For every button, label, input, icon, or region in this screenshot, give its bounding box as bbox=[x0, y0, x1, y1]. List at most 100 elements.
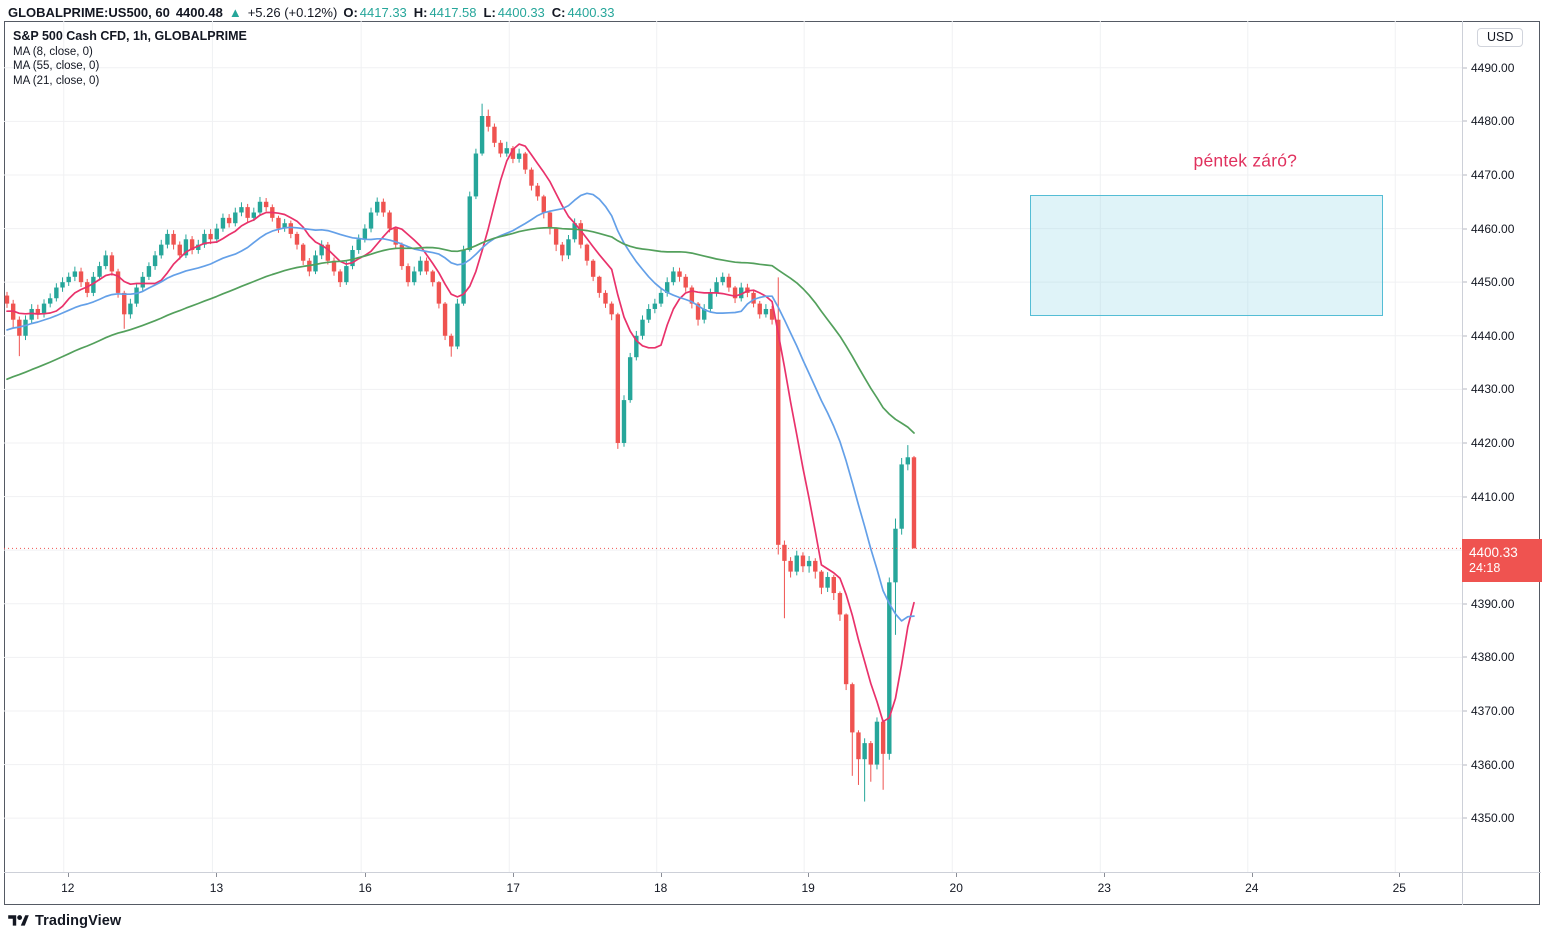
price-tick-mark bbox=[1463, 710, 1467, 712]
candle-body bbox=[424, 260, 429, 272]
candle-body bbox=[214, 228, 219, 240]
text-annotation[interactable]: péntek záró? bbox=[1193, 150, 1298, 171]
candle-body bbox=[381, 201, 386, 213]
currency-button[interactable]: USD bbox=[1477, 28, 1524, 47]
candle-body bbox=[288, 223, 294, 234]
price-tick-mark bbox=[1463, 817, 1467, 819]
candle-body bbox=[276, 217, 281, 229]
tradingview-logo-icon bbox=[8, 915, 29, 926]
price-axis[interactable]: USD 4400.33 24:18 4490.00 4480.00 4470.00 4… bbox=[1462, 21, 1542, 872]
candle-body bbox=[560, 244, 565, 256]
candle-body bbox=[47, 298, 53, 304]
time-tick-label: 24 bbox=[1245, 881, 1259, 895]
candle-body bbox=[763, 308, 769, 315]
time-tick-mark bbox=[216, 873, 218, 877]
ma-55-line[interactable] bbox=[6, 226, 915, 434]
rectangle-annotation[interactable] bbox=[1029, 195, 1383, 316]
legend-ma-21[interactable]: MA (21, close, 0) bbox=[13, 74, 100, 87]
candle-body bbox=[800, 555, 806, 567]
candle-body bbox=[177, 244, 182, 256]
candle-body bbox=[362, 228, 368, 240]
chart-legend: S&P 500 Cash CFD, 1h, GLOBALPRIME MA (8,… bbox=[13, 29, 247, 88]
price-tick-mark bbox=[1463, 442, 1467, 444]
pane-bottom-border bbox=[4, 872, 1541, 873]
candle-body bbox=[664, 282, 670, 293]
candle-body bbox=[122, 292, 127, 315]
candle-body bbox=[905, 457, 911, 465]
candle-body bbox=[78, 271, 84, 283]
candle-body bbox=[189, 239, 195, 251]
candle-body bbox=[54, 287, 59, 299]
candle-body bbox=[806, 560, 812, 567]
price-tick-label: 4370.00 bbox=[1471, 703, 1515, 718]
candle-body bbox=[850, 684, 855, 733]
time-axis[interactable]: 12 13 16 17 18 19 20 23 24 25 bbox=[4, 873, 1462, 905]
candle-body bbox=[60, 282, 65, 288]
candle-body bbox=[584, 244, 590, 261]
price-tick-label: 4360.00 bbox=[1471, 757, 1515, 772]
candle-body bbox=[702, 308, 707, 320]
ma-21-line[interactable] bbox=[6, 192, 915, 622]
candle-body bbox=[473, 153, 479, 197]
time-tick-label: 19 bbox=[801, 881, 815, 895]
legend-title[interactable]: S&P 500 Cash CFD, 1h, GLOBALPRIME bbox=[13, 29, 247, 43]
candle-body bbox=[97, 266, 102, 277]
candle-body bbox=[467, 196, 472, 251]
candle-body bbox=[578, 223, 584, 245]
candle-body bbox=[165, 233, 170, 245]
legend-ma-55[interactable]: MA (55, close, 0) bbox=[13, 60, 100, 73]
time-tick-mark bbox=[1104, 873, 1106, 877]
candle-body bbox=[449, 335, 454, 347]
candle-body bbox=[708, 292, 713, 309]
time-tick-mark bbox=[956, 873, 958, 877]
symbol-info-bar: GLOBALPRIME:US500, 60 4400.48 ▲ +5.26 (+… bbox=[8, 3, 622, 21]
legend-ma-8[interactable]: MA (8, close, 0) bbox=[13, 45, 93, 58]
candle-body bbox=[720, 276, 725, 283]
candle-body bbox=[566, 239, 571, 256]
candle-body bbox=[880, 721, 886, 754]
candle-body bbox=[29, 308, 34, 320]
candle-body bbox=[492, 126, 497, 143]
candle-body bbox=[479, 116, 485, 154]
candle-body bbox=[300, 244, 306, 261]
tradingview-attribution[interactable]: TradingView bbox=[8, 913, 121, 929]
candle-body bbox=[257, 201, 263, 213]
candle-body bbox=[646, 308, 651, 320]
candle-body bbox=[523, 153, 528, 170]
candle-body bbox=[368, 212, 374, 229]
price-tick-label: 4430.00 bbox=[1471, 382, 1515, 397]
ohlc-high: H: 4417.58 bbox=[413, 4, 477, 20]
candle-body bbox=[202, 233, 207, 245]
candle-body bbox=[41, 303, 47, 315]
ma-8-line[interactable] bbox=[6, 143, 915, 723]
price-tick-mark bbox=[1463, 603, 1467, 605]
candle-body bbox=[732, 287, 738, 299]
candle-body bbox=[652, 303, 658, 309]
candle-body bbox=[159, 244, 164, 256]
candle-body bbox=[874, 721, 880, 765]
candle-body bbox=[399, 244, 405, 267]
ohlc-close: C: 4400.33 bbox=[551, 4, 615, 20]
candle-body bbox=[658, 292, 664, 304]
price-tick-label: 4480.00 bbox=[1471, 114, 1515, 129]
price-tick-label: 4470.00 bbox=[1471, 167, 1515, 182]
price-tick-label: 4490.00 bbox=[1471, 60, 1515, 75]
candle-body bbox=[436, 282, 442, 304]
price-tick-mark bbox=[1463, 764, 1467, 766]
time-tick-label: 13 bbox=[209, 881, 224, 895]
price-tick-mark bbox=[1463, 228, 1467, 230]
candle-body bbox=[455, 303, 460, 347]
symbol-name[interactable]: GLOBALPRIME:US500, 60 bbox=[8, 4, 170, 20]
time-tick-mark bbox=[1251, 873, 1253, 877]
price-tick-label: 4450.00 bbox=[1471, 275, 1515, 290]
candle-body bbox=[233, 212, 238, 224]
candlestick-chart[interactable] bbox=[4, 21, 1462, 872]
candle-body bbox=[245, 207, 250, 218]
time-tick-mark bbox=[1399, 873, 1401, 877]
candle-body bbox=[23, 319, 28, 336]
price-tick-label: 4420.00 bbox=[1471, 435, 1515, 450]
candle-body bbox=[461, 250, 466, 304]
price-tick-mark bbox=[1463, 174, 1467, 176]
candle-body bbox=[683, 276, 688, 288]
candle-body bbox=[911, 457, 917, 549]
